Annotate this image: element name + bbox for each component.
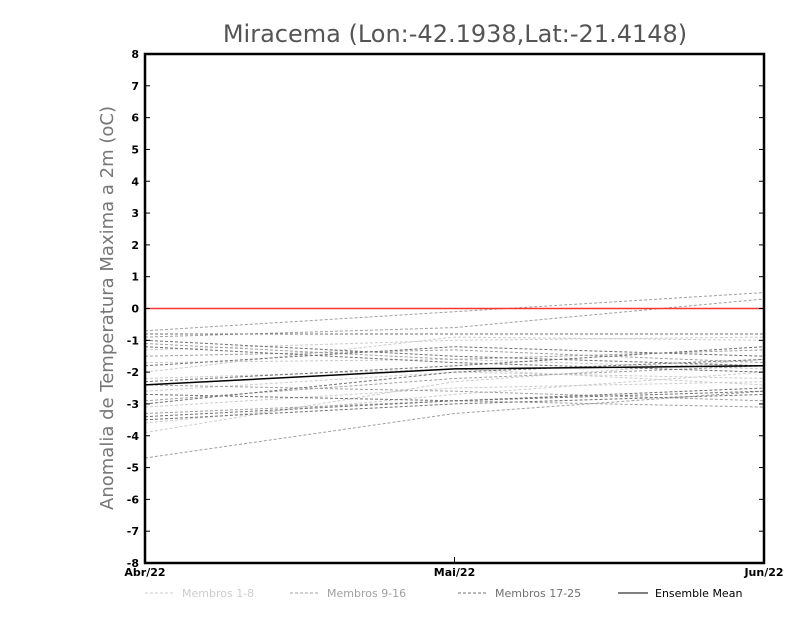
member-series-line [144, 292, 765, 332]
member-series-line [144, 400, 765, 414]
member-series-line [144, 358, 765, 405]
member-series-line [144, 336, 765, 351]
ensemble-mean-line [144, 365, 765, 386]
member-series-line [144, 346, 765, 383]
legend: Membros 1-8 Membros 9-16 Membros 17-25 Ense… [145, 587, 742, 600]
x-tick-label: Abr/22 [124, 566, 165, 579]
member-series-line [144, 381, 765, 408]
y-tick-label: -1 [127, 334, 139, 347]
y-tick-label: -5 [127, 462, 139, 475]
legend-label: Ensemble Mean [655, 587, 742, 600]
member-series-line [144, 298, 765, 338]
member-series-line [144, 365, 765, 402]
y-tick-label: 6 [131, 112, 139, 125]
y-tick-label: 2 [131, 239, 139, 252]
member-series-line [144, 349, 765, 364]
y-tick-label: -4 [127, 430, 140, 443]
y-tick-label: 4 [131, 175, 139, 188]
member-series-line [144, 387, 765, 418]
y-tick-label: -7 [127, 525, 139, 538]
y-tick-label: 5 [131, 143, 139, 156]
y-tick-label: -6 [127, 493, 140, 506]
legend-label: Membros 9-16 [327, 587, 406, 600]
member-series-line [144, 384, 765, 402]
y-tick-label: -2 [127, 366, 139, 379]
member-series-line [144, 390, 765, 402]
x-tick-label: Mai/22 [434, 566, 475, 579]
y-tick-label: 3 [131, 207, 139, 220]
y-axis-label: Anomalia de Temperatura Maxima a 2m (oC) [97, 106, 118, 510]
member-series-line [144, 336, 765, 373]
y-tick-label: 0 [131, 303, 139, 316]
y-tick-label: -3 [127, 398, 139, 411]
y-tick-label: -8 [127, 557, 139, 570]
member-series-line [144, 358, 765, 370]
legend-label: Membros 1-8 [182, 587, 254, 600]
member-series-line [144, 339, 765, 367]
member-series-line [144, 368, 765, 386]
member-series-line [144, 393, 765, 421]
y-tick-label: 8 [131, 48, 139, 61]
y-tick-label: 7 [131, 80, 139, 93]
x-tick-label: Jun/22 [743, 566, 783, 579]
y-tick-label: 1 [131, 271, 139, 284]
chart-title: Miracema (Lon:-42.1938,Lat:-21.4148) [223, 20, 687, 48]
member-series-line [144, 346, 765, 373]
legend-label: Membros 17-25 [495, 587, 581, 600]
member-series-line [144, 390, 765, 459]
